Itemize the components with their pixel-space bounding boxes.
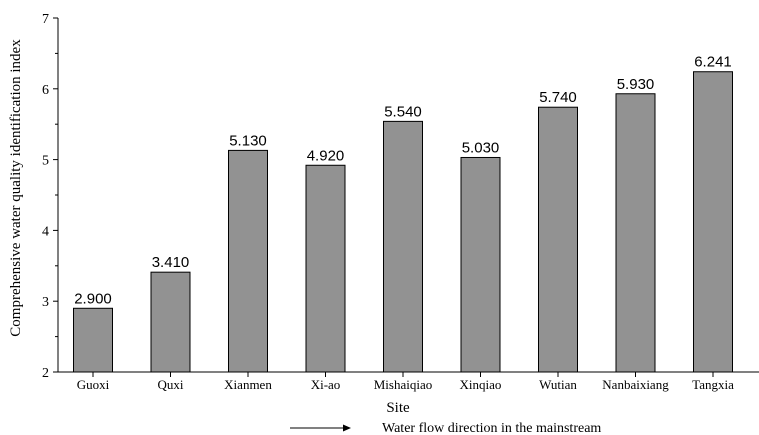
x-tick-label: Tangxia	[692, 377, 734, 392]
data-label: 6.241	[694, 54, 732, 71]
y-tick-label: 5	[42, 154, 49, 169]
bar-xinqiao	[460, 156, 501, 373]
bar-quxi	[150, 271, 191, 373]
data-label: 2.900	[74, 290, 112, 307]
y-tick-label: 3	[42, 295, 49, 310]
bar-guoxi	[73, 307, 113, 373]
data-label: 4.920	[307, 147, 345, 164]
data-label: 5.030	[462, 139, 500, 156]
bar-wutian	[538, 106, 578, 373]
y-axis: 2 3 4 5 6 7	[42, 12, 59, 381]
y-tick-label: 7	[42, 12, 49, 27]
data-label: 5.130	[229, 132, 267, 149]
bar-mishaiqiao	[383, 120, 423, 373]
bars	[73, 71, 733, 373]
y-tick-label: 4	[42, 224, 49, 239]
bar-xi-ao	[305, 164, 346, 373]
flow-direction-annotation: Water flow direction in the mainstream	[382, 421, 601, 435]
data-labels: 2.900 3.410 5.130 4.920 5.540 5.030 5.740 5.930…	[74, 54, 732, 308]
x-tick-label: Nanbaixiang	[602, 377, 669, 392]
flow-direction-arrow	[290, 424, 351, 432]
bar-tangxia	[693, 71, 733, 373]
y-tick-label: 6	[42, 83, 49, 98]
bar-nanbaixiang	[615, 93, 656, 373]
data-label: 5.930	[617, 76, 655, 93]
y-tick-label: 2	[42, 366, 49, 381]
y-axis-label: Comprehensive water quality identificati…	[8, 39, 24, 337]
bar-xianmen	[228, 149, 268, 373]
x-axis: Guoxi Quxi Xianmen Xi-ao Mishaiqiao Xinqiao Wu…	[58, 371, 759, 392]
data-label: 3.410	[152, 254, 190, 271]
data-label: 5.740	[539, 89, 577, 106]
data-label: 5.540	[384, 103, 422, 120]
x-tick-label: Xianmen	[224, 377, 272, 392]
x-tick-label: Mishaiqiao	[374, 377, 433, 392]
x-tick-label: Guoxi	[77, 377, 110, 392]
x-tick-label: Quxi	[158, 377, 184, 392]
x-tick-label: Xi-ao	[311, 377, 341, 392]
x-axis-label: Site	[386, 400, 410, 416]
x-tick-label: Wutian	[539, 377, 577, 392]
x-tick-label: Xinqiao	[460, 377, 502, 392]
